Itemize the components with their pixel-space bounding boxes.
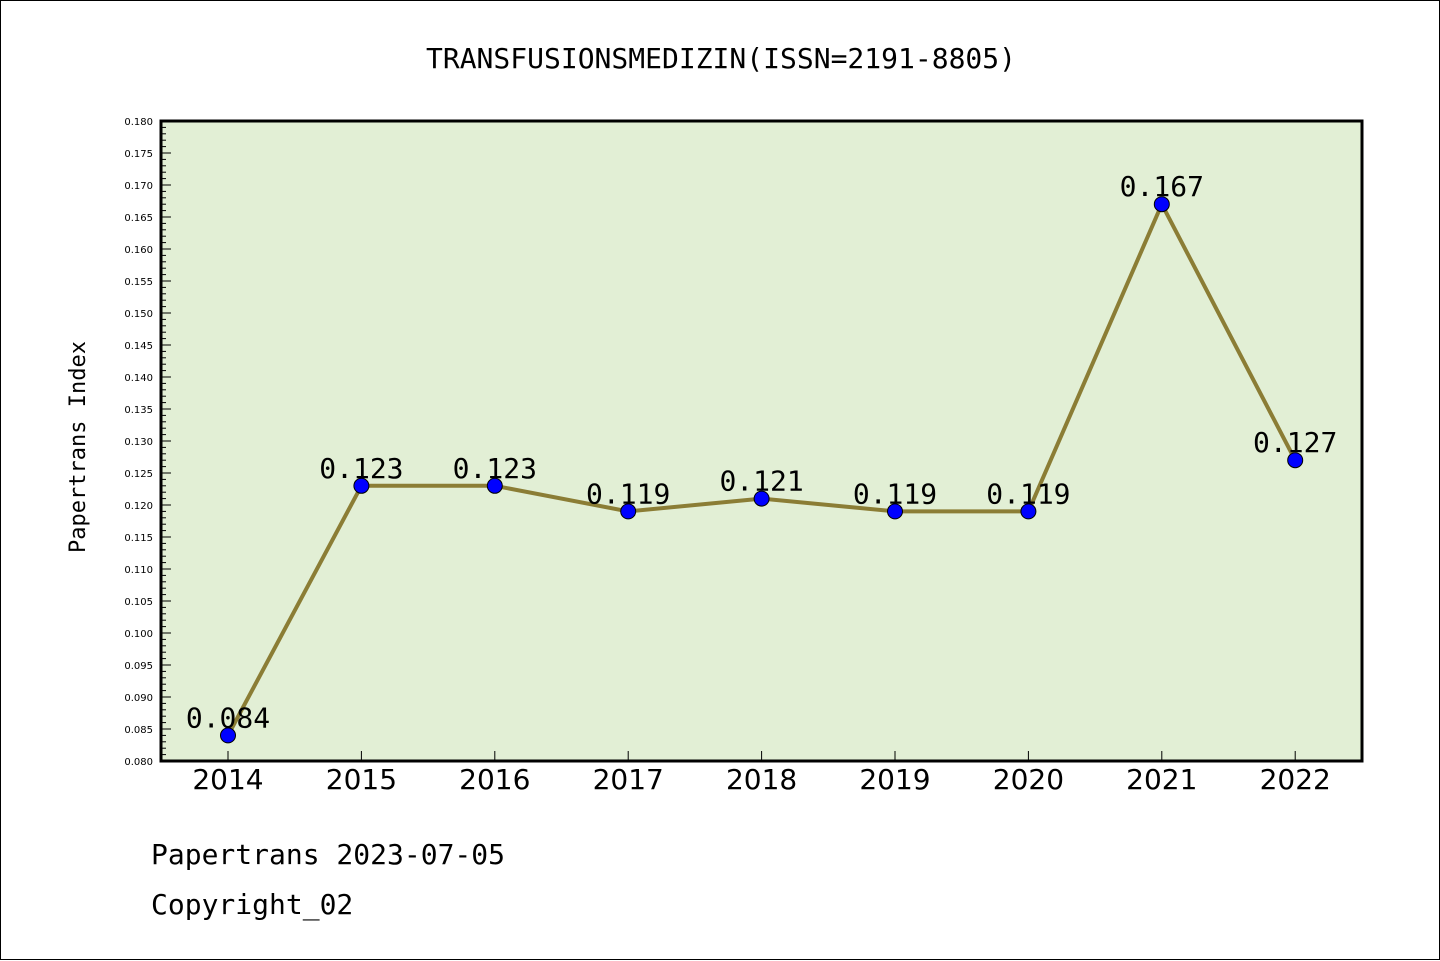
x-tick-label: 2021 — [1126, 763, 1197, 796]
data-point — [1287, 452, 1304, 469]
data-label: 0.084 — [186, 701, 270, 734]
x-tick-label: 2022 — [1260, 763, 1331, 796]
chart-title: TRANSFUSIONSMEDIZIN(ISSN=2191-8805) — [426, 42, 1016, 75]
footer-copyright: Copyright_02 — [151, 888, 353, 922]
x-tick-label: 2018 — [726, 763, 797, 796]
data-label: 0.167 — [1120, 170, 1204, 203]
data-point — [1153, 196, 1170, 213]
y-tick-label: 0.180 — [124, 117, 153, 128]
footer-date: Papertrans 2023-07-05 — [151, 838, 505, 871]
y-tick-label: 0.135 — [124, 405, 153, 416]
x-axis: 2014 2015 2016 2017 2018 2019 2020 2021 2022 — [192, 751, 1331, 796]
y-tick-label: 0.165 — [124, 213, 153, 224]
x-tick-label: 2020 — [993, 763, 1064, 796]
x-tick-label: 2015 — [326, 763, 397, 796]
data-label: 0.123 — [453, 452, 537, 485]
y-tick-label: 0.170 — [124, 181, 153, 192]
x-tick-label: 2017 — [593, 763, 664, 796]
data-label: 0.121 — [719, 465, 803, 498]
data-point — [1020, 503, 1037, 520]
y-tick-label: 0.175 — [124, 149, 153, 160]
series-markers — [220, 196, 1304, 744]
x-tick-label: 2016 — [459, 763, 530, 796]
data-label: 0.119 — [586, 477, 670, 510]
y-tick-label: 0.115 — [124, 533, 153, 544]
data-label: 0.119 — [986, 477, 1070, 510]
y-tick-label: 0.080 — [124, 757, 153, 768]
y-tick-label: 0.130 — [124, 437, 153, 448]
y-tick-label: 0.095 — [124, 661, 153, 672]
plot-border — [159, 119, 1364, 763]
y-tick-label: 0.160 — [124, 245, 153, 256]
y-tick-label: 0.140 — [124, 373, 153, 384]
data-point — [353, 477, 370, 494]
y-tick-label: 0.145 — [124, 341, 153, 352]
y-axis-label: Papertrans Index — [66, 341, 91, 553]
data-point — [486, 477, 503, 494]
y-tick-label: 0.085 — [124, 725, 153, 736]
data-label: 0.119 — [853, 477, 937, 510]
data-point — [620, 503, 637, 520]
y-tick-label: 0.125 — [124, 469, 153, 480]
y-tick-label: 0.090 — [124, 693, 153, 704]
data-point — [887, 503, 903, 520]
y-tick-label: 0.100 — [124, 629, 153, 640]
data-label: 0.127 — [1253, 426, 1337, 459]
y-tick-label: 0.150 — [124, 309, 153, 320]
y-tick-label: 0.155 — [124, 277, 153, 288]
x-tick-label: 2019 — [859, 763, 930, 796]
x-tick-label: 2014 — [192, 763, 263, 796]
y-tick-label: 0.110 — [124, 565, 153, 576]
data-point — [753, 490, 770, 507]
data-point — [220, 727, 236, 744]
y-tick-label: 0.120 — [124, 501, 153, 512]
y-tick-label: 0.105 — [124, 597, 153, 608]
data-labels: 0.084 0.123 0.123 0.119 0.121 0.119 0.119 0.167… — [186, 170, 1337, 734]
data-label: 0.123 — [319, 452, 403, 485]
plot-area — [161, 121, 1362, 761]
